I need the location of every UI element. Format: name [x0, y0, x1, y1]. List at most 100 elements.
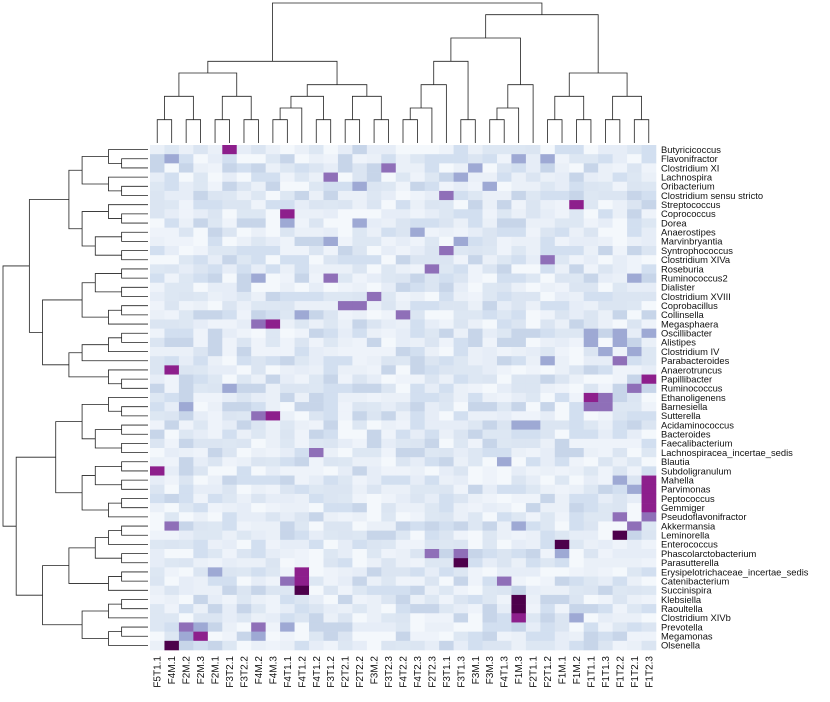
heatmap-cell [554, 631, 570, 642]
heatmap-cell [178, 466, 194, 476]
heatmap-cell [352, 181, 368, 192]
heatmap-cell [337, 246, 353, 256]
heatmap-cell [366, 227, 382, 238]
heatmap-cell [309, 365, 324, 375]
heatmap-cell [164, 163, 180, 173]
row-label: Subdoligranulum [661, 465, 732, 476]
heatmap-cell [207, 484, 223, 495]
heatmap-cell [294, 631, 310, 642]
heatmap-cell [424, 236, 440, 247]
heatmap-cell [395, 448, 411, 458]
heatmap-cell [222, 438, 238, 449]
heatmap-cell [439, 457, 454, 467]
heatmap-cell [366, 145, 382, 155]
heatmap-cell [236, 466, 252, 476]
heatmap-cell [178, 365, 194, 375]
heatmap-cell [352, 154, 368, 164]
heatmap-cell [540, 347, 556, 357]
heatmap-cell [265, 374, 281, 385]
heatmap-cell [410, 594, 425, 605]
heatmap-cell [641, 631, 657, 642]
heatmap-cell [164, 539, 180, 550]
heatmap-cell [583, 438, 599, 449]
heatmap-cell [236, 255, 252, 265]
heatmap-cell [164, 622, 180, 632]
heatmap-cell [482, 154, 498, 164]
heatmap-cell [482, 604, 498, 614]
heatmap-cell [598, 227, 613, 238]
column-label: F2T2.1 [341, 656, 352, 688]
heatmap-cell [323, 493, 339, 504]
heatmap-cell [612, 181, 628, 192]
heatmap-cell [280, 521, 295, 531]
heatmap-cell [583, 539, 599, 550]
heatmap-cell [294, 493, 310, 504]
heatmap-cell [280, 190, 295, 201]
heatmap-cell [294, 420, 310, 430]
row-label: Olsenella [661, 640, 701, 651]
heatmap-cell [323, 218, 339, 228]
heatmap-cell [439, 521, 454, 531]
heatmap-cell [366, 640, 382, 651]
column-label: F2T1.2 [543, 656, 554, 688]
heatmap-cell [150, 145, 165, 155]
heatmap-cell [525, 236, 541, 247]
heatmap-cell [294, 273, 310, 284]
heatmap-cell [207, 576, 223, 587]
heatmap-cell [251, 172, 266, 183]
heatmap-cell [381, 172, 397, 183]
heatmap-cell [366, 402, 382, 412]
heatmap-cell [482, 172, 498, 183]
heatmap-cell [207, 190, 223, 201]
heatmap-cell [193, 521, 209, 531]
heatmap-cell [193, 466, 209, 476]
heatmap-cell [236, 448, 252, 458]
heatmap-cell [309, 622, 324, 632]
heatmap-cell [511, 291, 527, 302]
heatmap-cell [612, 163, 628, 173]
heatmap-cell [612, 567, 628, 577]
column-label: F2M.3 [196, 656, 207, 685]
heatmap-cell [207, 319, 223, 329]
heatmap-cell [395, 163, 411, 173]
heatmap-cell [554, 466, 570, 476]
heatmap-cell [583, 530, 599, 541]
heatmap-cell [410, 576, 425, 587]
heatmap-cell [439, 558, 454, 568]
heatmap-cell [511, 301, 527, 311]
heatmap-cell [569, 420, 585, 430]
heatmap-cell [381, 613, 397, 623]
heatmap-cell [482, 209, 498, 219]
heatmap-cell [583, 392, 599, 403]
heatmap-cell [164, 402, 180, 412]
heatmap-cell [540, 622, 556, 632]
heatmap-cell [627, 640, 642, 651]
heatmap-cell [337, 264, 353, 274]
heatmap-cell [280, 236, 295, 247]
heatmap-cell [410, 585, 425, 596]
heatmap-cell [598, 411, 613, 421]
dendrogram-branch [121, 461, 148, 472]
heatmap-cell [178, 530, 194, 541]
heatmap-cell [337, 576, 353, 587]
heatmap-cell [395, 631, 411, 642]
heatmap-cell [366, 273, 382, 284]
heatmap-cell [554, 585, 570, 596]
heatmap-cell [222, 310, 238, 320]
column-label: F4T2.2 [399, 656, 410, 688]
heatmap-cell [366, 246, 382, 256]
heatmap-cell [554, 420, 570, 430]
heatmap-cell [294, 411, 310, 421]
heatmap-cell [395, 246, 411, 256]
heatmap-cell [352, 613, 368, 623]
heatmap-cell [178, 328, 194, 339]
heatmap-cell [496, 493, 512, 504]
heatmap-cell [612, 246, 628, 256]
heatmap-cell [150, 493, 165, 504]
heatmap-cell [337, 218, 353, 228]
heatmap-cell [598, 484, 613, 495]
heatmap-cell [207, 337, 223, 348]
heatmap-cell [598, 558, 613, 568]
heatmap-cell [222, 273, 238, 284]
column-label: F1T2.1 [630, 656, 641, 688]
